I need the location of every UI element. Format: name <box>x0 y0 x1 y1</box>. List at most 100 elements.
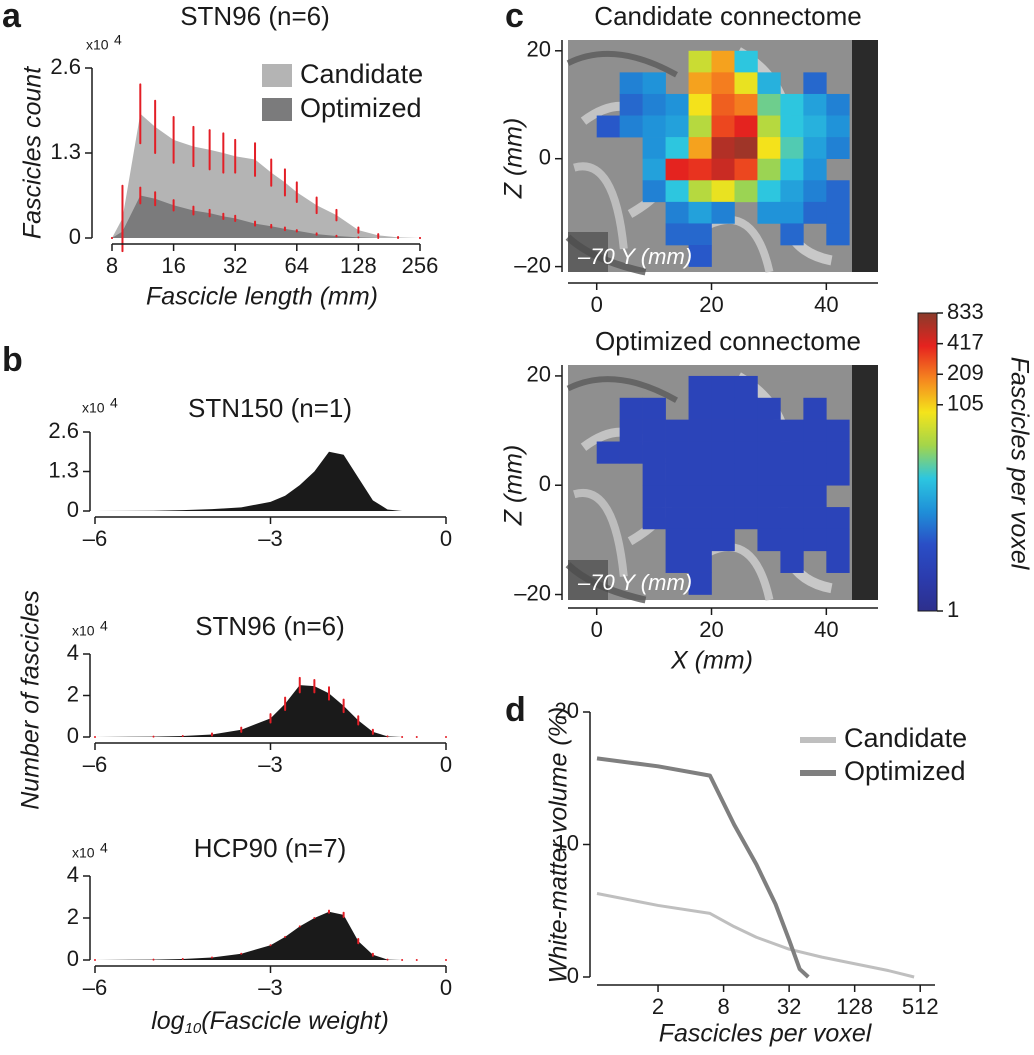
panel-label: b <box>2 341 23 379</box>
voxel <box>711 158 735 181</box>
panel-label: a <box>2 0 22 35</box>
slice-label: –70 Y (mm) <box>577 244 692 269</box>
legend-label: Optimized <box>844 756 966 786</box>
colorbar-tick-label: 105 <box>947 391 984 416</box>
voxel <box>826 528 850 552</box>
voxel <box>757 72 781 95</box>
area <box>95 911 446 960</box>
x-axis-label-part: 10 <box>185 1020 202 1037</box>
x-tick-label: 64 <box>285 253 309 278</box>
voxel <box>665 528 689 552</box>
line <box>596 756 810 979</box>
x-tick-label: 40 <box>814 292 838 317</box>
voxel <box>780 223 804 246</box>
voxel <box>665 115 689 138</box>
voxel <box>734 419 758 442</box>
voxel <box>711 419 735 442</box>
voxel <box>734 441 758 464</box>
voxel <box>711 72 735 95</box>
slice-label: –70 Y (mm) <box>577 570 692 595</box>
voxel <box>711 50 735 73</box>
voxel <box>711 463 735 486</box>
voxel <box>688 50 712 73</box>
x-tick-label: 8 <box>717 994 729 1019</box>
voxel <box>688 93 712 116</box>
voxel <box>757 93 781 116</box>
voxel <box>803 93 827 116</box>
x-tick-label: –6 <box>83 752 107 777</box>
y-tick-label: 1.3 <box>48 457 79 482</box>
voxel <box>826 223 850 246</box>
voxel <box>688 485 712 508</box>
voxel <box>757 201 781 224</box>
voxel <box>734 93 758 116</box>
voxel <box>596 115 620 138</box>
mri-edge-dark <box>568 560 608 600</box>
voxel <box>757 507 781 530</box>
voxel <box>803 485 827 508</box>
x-tick-label: 128 <box>340 253 377 278</box>
voxel <box>734 158 758 181</box>
voxel <box>642 115 666 138</box>
y-multiplier: x10 <box>72 623 95 639</box>
legend-swatch <box>262 98 292 121</box>
voxel <box>803 528 827 552</box>
voxel <box>688 158 712 181</box>
voxel <box>780 158 804 181</box>
voxel <box>688 180 712 203</box>
voxel <box>665 463 689 486</box>
y-multiplier-power: 4 <box>100 618 108 634</box>
area <box>112 195 420 238</box>
voxel <box>642 485 666 508</box>
voxel <box>688 441 712 464</box>
voxel <box>642 180 666 203</box>
voxel <box>642 441 666 464</box>
voxel <box>803 137 827 159</box>
voxel <box>688 507 712 530</box>
voxel <box>619 72 643 95</box>
y-tick-label: 20 <box>527 37 551 62</box>
legend-label: Optimized <box>300 93 422 123</box>
x-tick-label: 0 <box>591 292 603 317</box>
voxel <box>826 463 850 486</box>
voxel <box>780 507 804 530</box>
voxel <box>734 463 758 486</box>
y-multiplier-power: 4 <box>110 395 118 411</box>
x-tick-label: –6 <box>83 975 107 1000</box>
voxel <box>688 72 712 95</box>
voxel <box>734 72 758 95</box>
area <box>95 451 446 511</box>
x-tick-label: 0 <box>591 617 603 642</box>
voxel <box>711 137 735 159</box>
y-multiplier-power: 4 <box>100 840 108 856</box>
voxel <box>665 507 689 530</box>
voxel <box>803 441 827 464</box>
voxel <box>780 485 804 508</box>
x-axis-label: Fascicle length (mm) <box>146 283 378 311</box>
voxel <box>711 115 735 138</box>
y-tick-label: 2.6 <box>50 54 81 79</box>
voxel <box>734 485 758 508</box>
voxel <box>688 201 712 224</box>
voxel <box>757 115 781 138</box>
colorbar-tick-label: 1 <box>947 597 959 622</box>
chart-title: STN96 (n=6) <box>195 611 345 641</box>
area <box>112 113 420 238</box>
y-multiplier: x10 <box>86 37 109 53</box>
voxel <box>803 507 827 530</box>
voxel <box>803 397 827 420</box>
x-tick-label: –3 <box>258 752 282 777</box>
colorbar-label: Fascicles per voxel <box>1005 357 1033 571</box>
voxel <box>711 201 735 224</box>
voxel <box>642 158 666 181</box>
voxel <box>619 419 643 442</box>
voxel <box>803 419 827 442</box>
x-tick-label: 20 <box>699 617 723 642</box>
voxel <box>711 93 735 116</box>
voxel <box>826 550 850 573</box>
y-axis-label: White-matter volume (%) <box>545 707 573 983</box>
voxel <box>642 137 666 159</box>
mri-structure <box>573 162 628 250</box>
voxel <box>803 463 827 486</box>
